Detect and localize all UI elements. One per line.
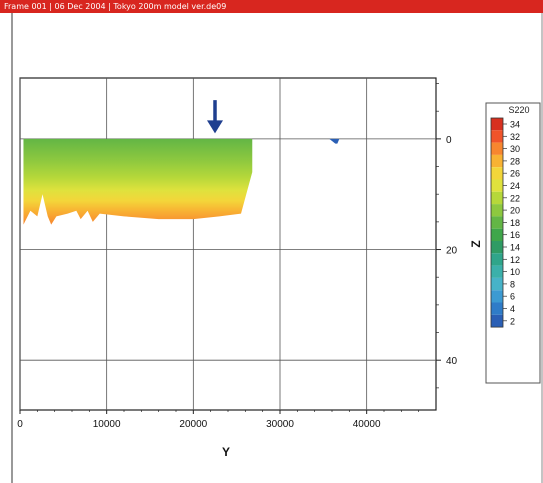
colorbar-swatch: [491, 118, 503, 131]
colorbar-swatch: [491, 265, 503, 278]
colorbar-swatch: [491, 191, 503, 205]
colorbar-label: 16: [510, 230, 520, 240]
colorbar-swatch: [491, 167, 503, 180]
colorbar-label: 30: [510, 144, 520, 154]
colorbar-swatch: [491, 253, 503, 266]
colorbar-label: 12: [510, 255, 520, 265]
z-tick-label: 0: [446, 135, 452, 146]
colorbar-swatch: [491, 142, 503, 155]
colorbar-swatch: [491, 314, 503, 328]
colorbar-swatch: [491, 154, 503, 168]
small-feature-marker: [329, 138, 340, 144]
colorbar-label: 10: [510, 267, 520, 277]
colorbar-label: 32: [510, 132, 520, 142]
colorbar-swatch: [491, 290, 503, 303]
z-tick-label: 20: [446, 246, 458, 257]
x-axis-label: Y: [222, 445, 230, 459]
x-tick-label: 40000: [353, 419, 381, 430]
z-tick-label: 40: [446, 356, 458, 367]
colorbar-label: 6: [510, 292, 515, 302]
colorbar-label: 4: [510, 304, 515, 314]
x-axis-ticks: 0 10000 20000 30000 40000: [17, 410, 420, 430]
arrow-head: [207, 120, 223, 134]
contour-region: [23, 138, 253, 225]
colorbar-label: 2: [510, 316, 515, 326]
colorbar-label: 22: [510, 193, 520, 203]
colorbar-label: 26: [510, 169, 520, 179]
x-tick-label: 10000: [93, 419, 121, 430]
colorbar-swatch: [491, 302, 503, 315]
annotation-arrow-icon: [207, 100, 223, 134]
x-tick-label: 30000: [266, 419, 294, 430]
colorbar-swatch: [491, 130, 503, 143]
x-tick-label: 0: [17, 419, 23, 430]
y-axis-ticks: 0 20 40: [436, 83, 458, 389]
contour-field: [23, 138, 253, 225]
colorbar-label: 34: [510, 120, 520, 130]
colorbar-title: S220: [508, 105, 529, 115]
colorbar-outline: [490, 117, 504, 328]
small-feature-mark: [329, 138, 340, 144]
y-axis-label: Z: [469, 240, 483, 247]
colorbar-swatch: [491, 241, 503, 254]
colorbar-label: 20: [510, 206, 520, 216]
grid-lines: [19, 78, 436, 410]
colorbar-swatch: [491, 179, 503, 192]
colorbar-swatch: [491, 204, 503, 217]
colorbar-swatch: [491, 277, 503, 291]
colorbar-label: 18: [510, 218, 520, 228]
colorbar-swatch: [491, 216, 503, 229]
colorbar-swatch: [491, 228, 503, 241]
colorbar-label: 24: [510, 181, 520, 191]
x-tick-label: 20000: [179, 419, 207, 430]
title-bar: Frame 001 | 06 Dec 2004 | Tokyo 200m mod…: [0, 0, 543, 13]
colorbar-label: 14: [510, 243, 520, 253]
colorbar: 34 32 30 28 26 24 22 20 18 16 14 12 10 8 6 4 2: [490, 117, 520, 328]
colorbar-label: 28: [510, 156, 520, 166]
colorbar-label: 8: [510, 279, 515, 289]
